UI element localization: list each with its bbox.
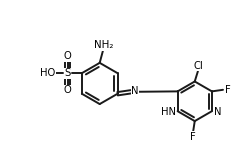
Text: HN: HN (161, 107, 176, 117)
Text: S: S (65, 68, 71, 78)
Text: O: O (64, 51, 71, 61)
Text: NH₂: NH₂ (94, 40, 113, 50)
Text: HO: HO (40, 68, 55, 78)
Text: F: F (190, 131, 196, 142)
Text: F: F (225, 85, 231, 95)
Text: O: O (64, 85, 71, 95)
Text: Cl: Cl (194, 61, 204, 71)
Text: N: N (131, 86, 139, 96)
Text: N: N (214, 107, 222, 117)
